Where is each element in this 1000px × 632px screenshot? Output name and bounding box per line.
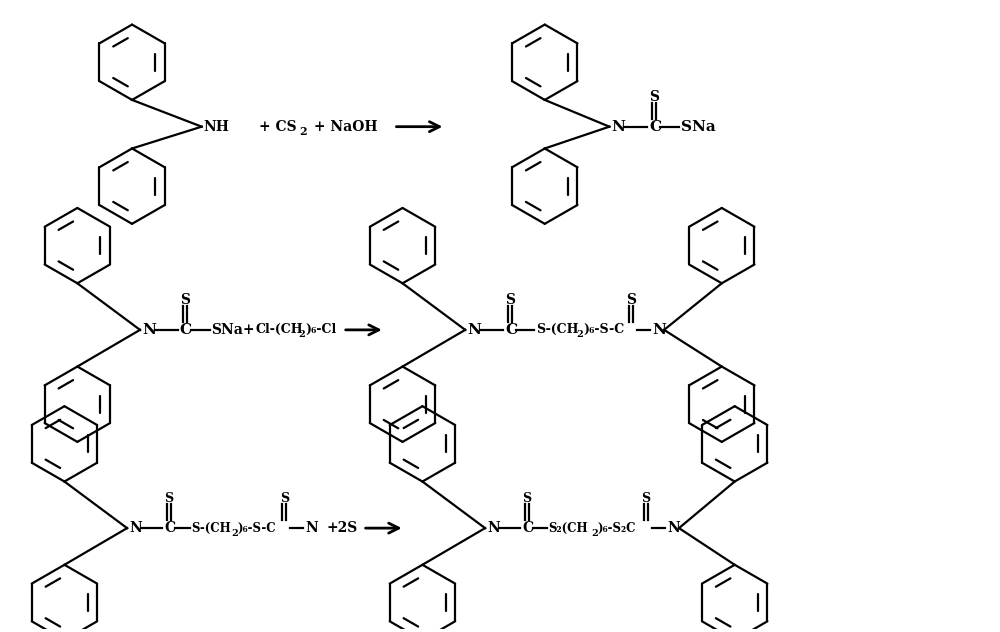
Text: )₆-S-C: )₆-S-C: [237, 521, 276, 535]
Text: Cl-(CH: Cl-(CH: [255, 324, 303, 336]
Text: 2: 2: [299, 126, 307, 137]
Text: S: S: [164, 492, 173, 505]
Text: C: C: [649, 119, 661, 134]
Text: SNa+: SNa+: [212, 323, 255, 337]
Text: S-(CH: S-(CH: [192, 521, 231, 535]
Text: + CS: + CS: [259, 119, 297, 134]
Text: N: N: [129, 521, 142, 535]
Text: S: S: [280, 492, 289, 505]
Text: + NaOH: + NaOH: [309, 119, 378, 134]
Text: S: S: [649, 90, 659, 104]
Text: N: N: [142, 323, 156, 337]
Text: S: S: [522, 492, 531, 505]
Text: S: S: [642, 492, 651, 505]
Text: 2: 2: [232, 528, 238, 538]
Text: N: N: [652, 323, 666, 337]
Text: )₆-S-C: )₆-S-C: [584, 324, 625, 336]
Text: C: C: [180, 323, 192, 337]
Text: S: S: [505, 293, 515, 307]
Text: +2S: +2S: [327, 521, 358, 535]
Text: 2: 2: [577, 331, 583, 339]
Text: S: S: [180, 293, 190, 307]
Text: N: N: [467, 323, 481, 337]
Text: S: S: [626, 293, 636, 307]
Text: 2: 2: [298, 331, 305, 339]
Text: N: N: [305, 521, 318, 535]
Text: SNa: SNa: [681, 119, 716, 134]
Text: N: N: [611, 119, 625, 134]
Text: S-(CH: S-(CH: [536, 324, 578, 336]
Text: N: N: [667, 521, 680, 535]
Text: C: C: [505, 323, 517, 337]
Text: N: N: [487, 521, 500, 535]
Text: 2: 2: [591, 528, 598, 538]
Text: C: C: [164, 521, 175, 535]
Text: )₆-Cl: )₆-Cl: [305, 324, 336, 336]
Text: NH: NH: [204, 119, 230, 134]
Text: C: C: [522, 521, 533, 535]
Text: S₂(CH: S₂(CH: [549, 521, 588, 535]
Text: )₆-S₂C: )₆-S₂C: [597, 521, 636, 535]
